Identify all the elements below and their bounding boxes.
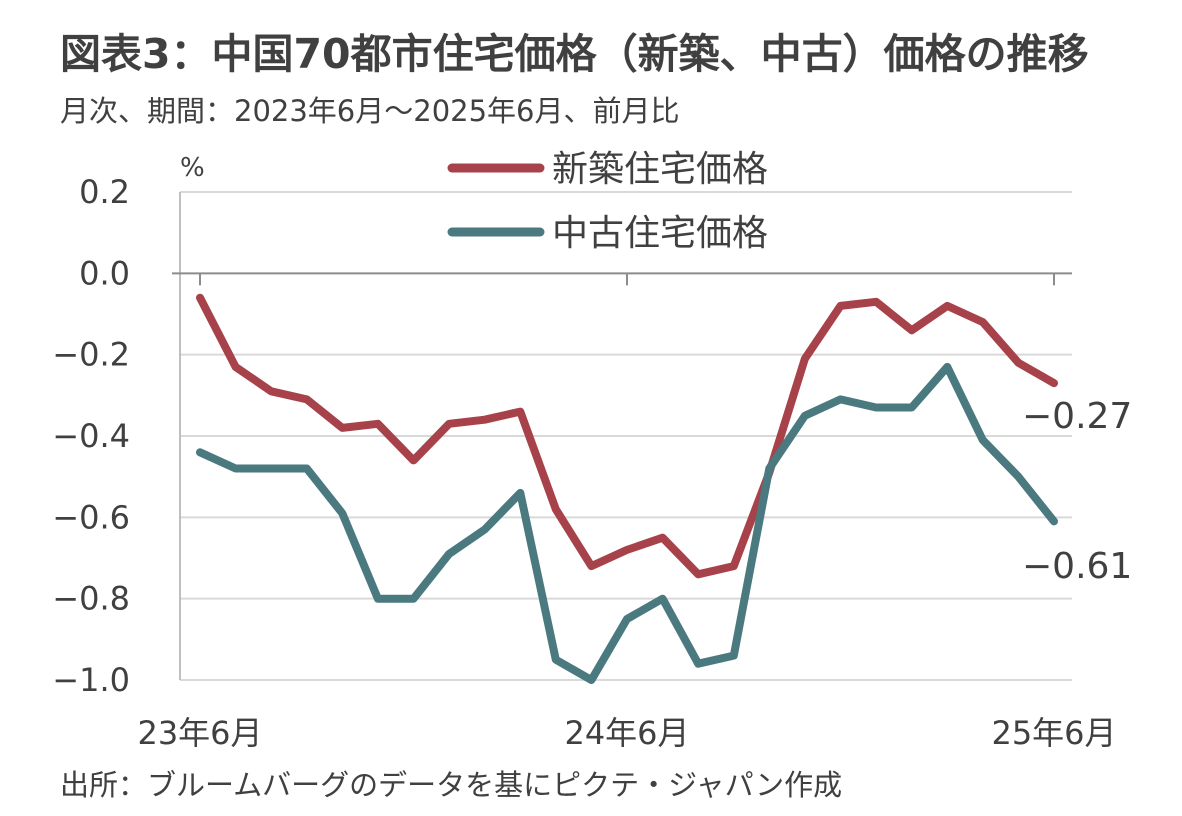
y-tick-label: 0.0 <box>79 254 130 292</box>
y-tick-label: −1.0 <box>52 661 130 699</box>
y-tick-label: −0.2 <box>52 336 130 374</box>
end-value-labels: −0.27 −0.61 <box>1022 396 1132 587</box>
chart-subtitle: 月次、期間：2023年6月～2025年6月、前月比 <box>60 94 680 128</box>
x-tick-label: 23年6月 <box>137 714 262 752</box>
end-value-label: −0.27 <box>1022 396 1132 437</box>
x-tick-labels: 23年6月 24年6月 25年6月 <box>137 714 1116 752</box>
series-line <box>196 362 1058 684</box>
axes <box>172 192 1072 680</box>
y-tick-labels: 0.2 0.0 −0.2 −0.4 −0.6 −0.8 −1.0 <box>52 173 130 699</box>
end-value-label: −0.61 <box>1022 546 1132 587</box>
y-tick-label: −0.8 <box>52 580 130 618</box>
x-tick-label: 25年6月 <box>991 714 1116 752</box>
legend-label: 中古住宅価格 <box>552 213 768 254</box>
y-axis-unit: % <box>180 153 205 183</box>
y-tick-label: −0.6 <box>52 498 130 536</box>
chart-title: 図表3：中国70都市住宅価格（新築、中古）価格の推移 <box>60 30 1089 78</box>
x-tick-label: 24年6月 <box>564 714 689 752</box>
series-line <box>196 293 1058 579</box>
series-lines <box>196 293 1058 684</box>
legend-label: 新築住宅価格 <box>552 149 768 190</box>
y-tick-label: −0.4 <box>52 417 130 455</box>
grid-lines <box>180 191 1072 681</box>
source-note: 出所：ブルームバーグのデータを基にピクテ・ジャパン作成 <box>60 768 843 802</box>
y-tick-label: 0.2 <box>79 173 130 211</box>
